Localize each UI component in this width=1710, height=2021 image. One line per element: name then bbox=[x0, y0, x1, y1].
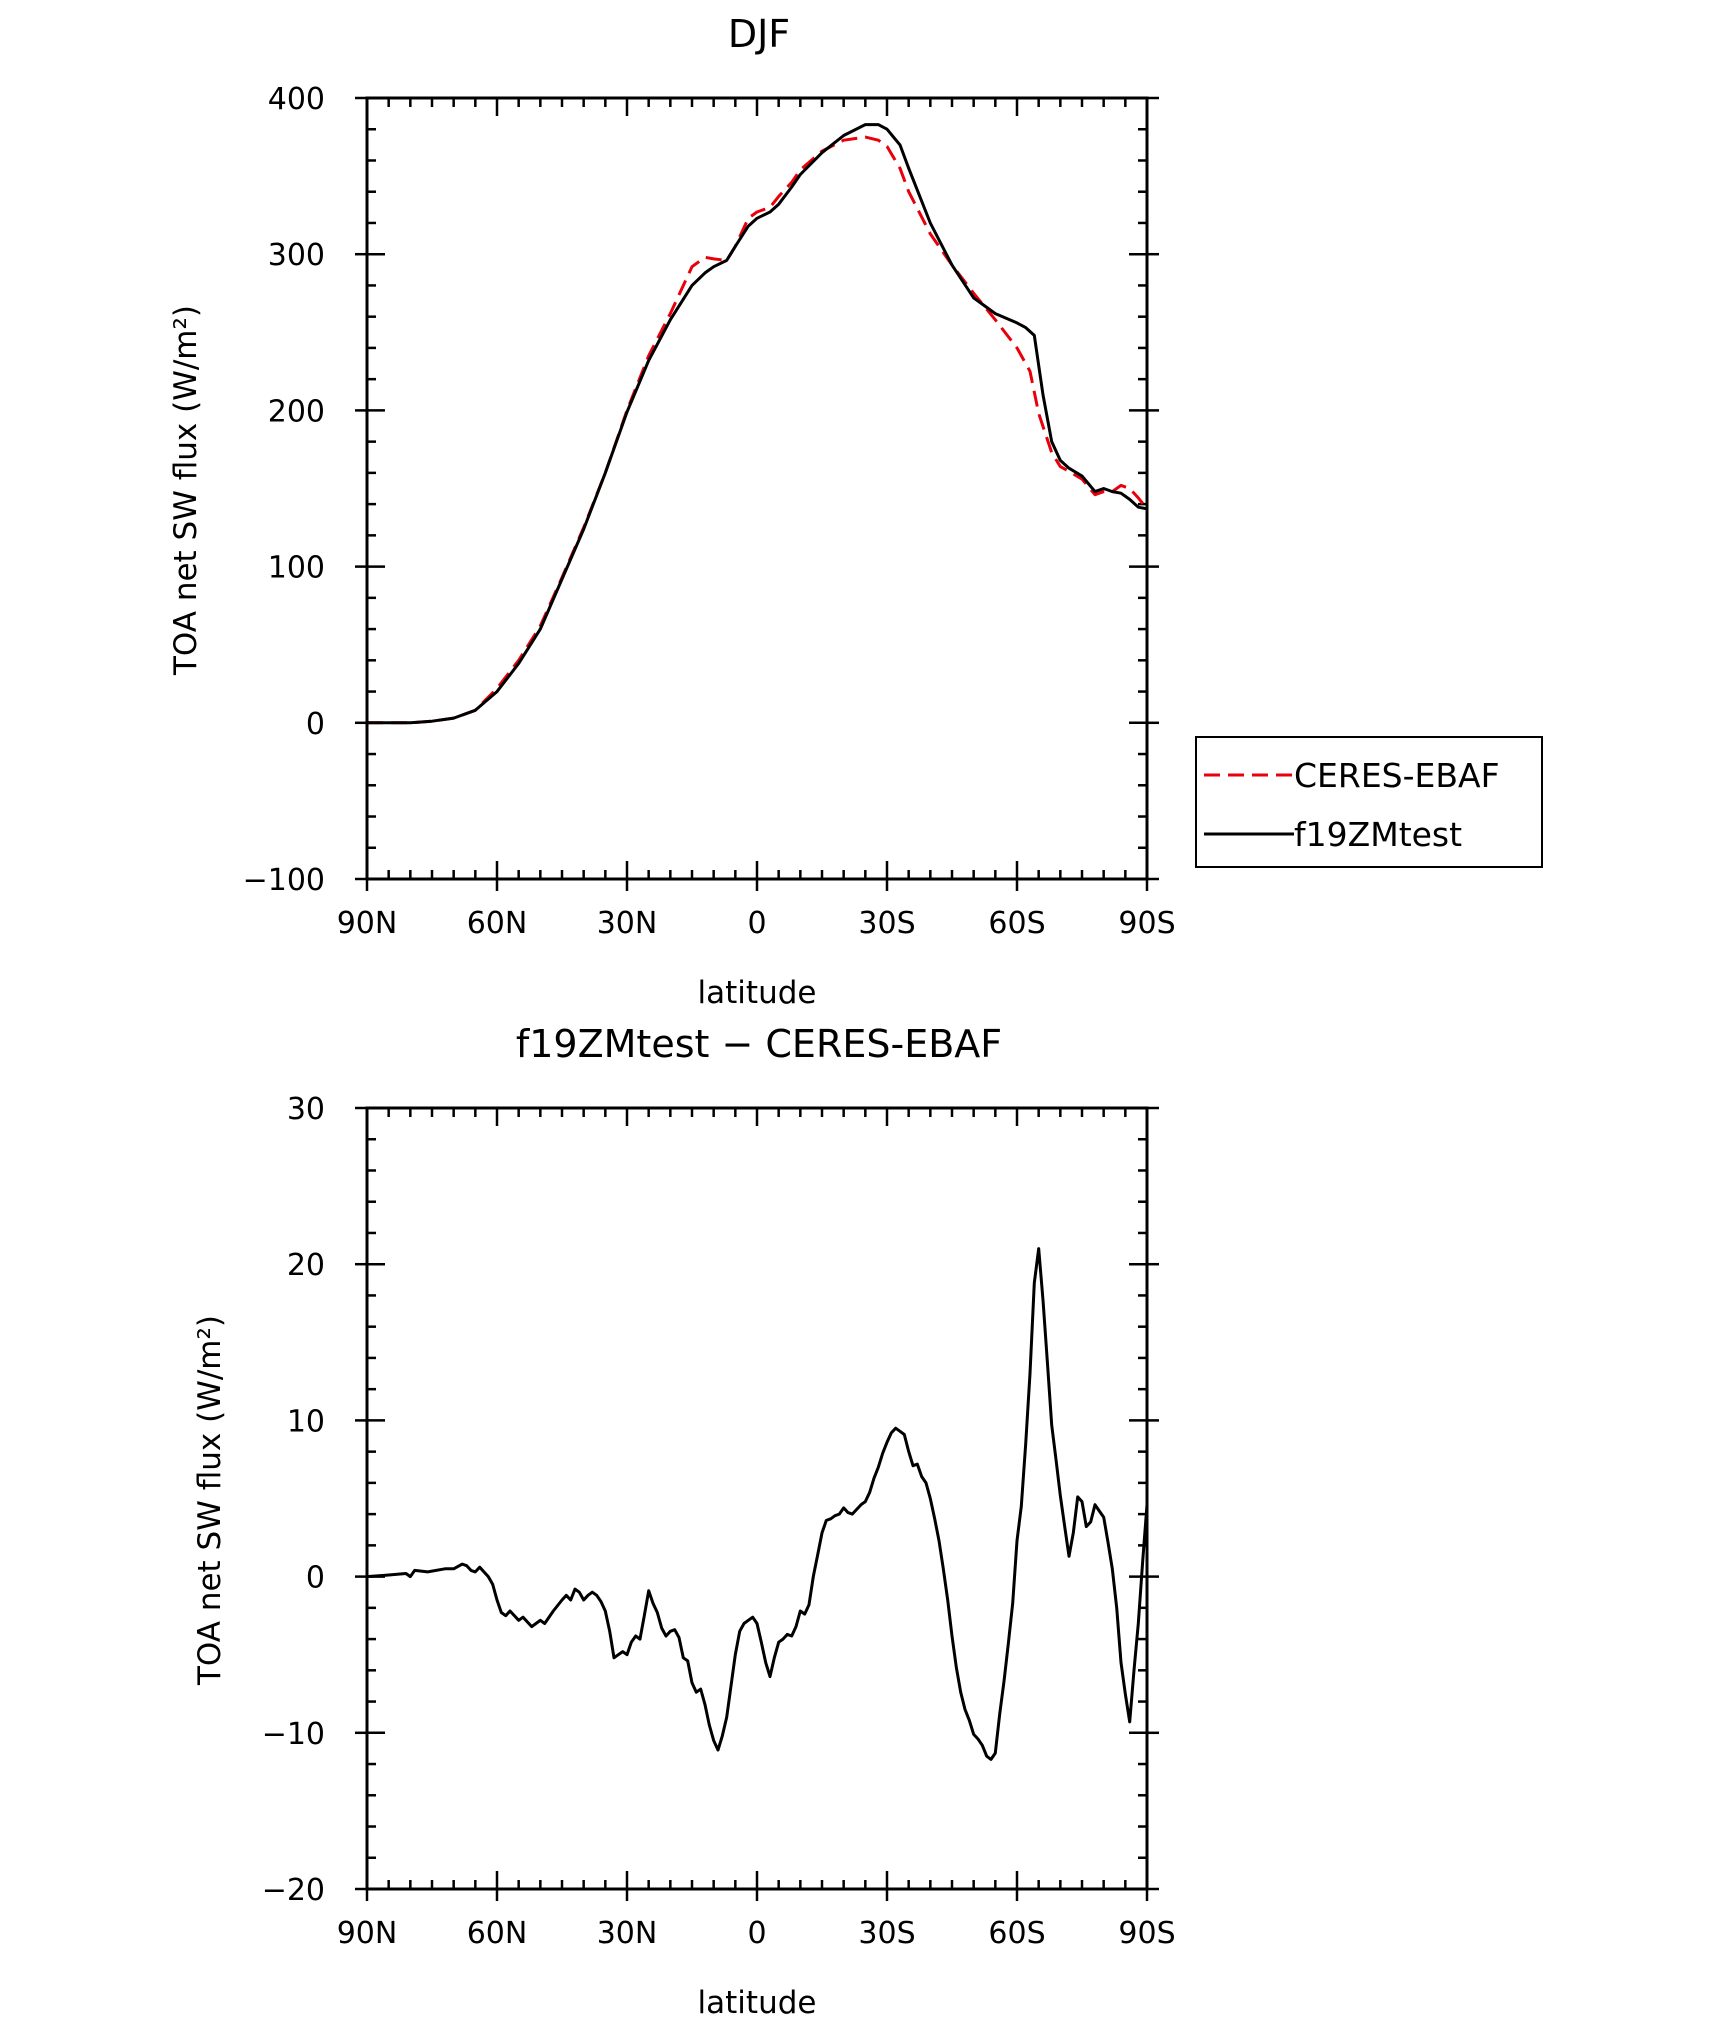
x-tick-label: 60S bbox=[988, 906, 1045, 941]
bottom-panel-tick-labels: 90N 60N 30N 0 30S 60S 90S −20 −10 0 10 20 30 bbox=[262, 1092, 1176, 1951]
y-tick-label: 10 bbox=[287, 1404, 325, 1439]
legend-box bbox=[1195, 736, 1543, 868]
top-panel-title: DJF bbox=[728, 12, 790, 56]
y-tick-label: 300 bbox=[268, 238, 325, 273]
series-line-f19zmtest bbox=[365, 123, 1149, 725]
y-tick-label: 30 bbox=[287, 1092, 325, 1127]
bottom-panel-ticks bbox=[355, 1106, 1159, 1901]
x-tick-label: 60N bbox=[467, 1916, 528, 1951]
top-panel-ylabel: TOA net SW flux (W/m²) bbox=[168, 305, 204, 676]
x-tick-label: 0 bbox=[747, 906, 766, 941]
x-tick-label: 30S bbox=[858, 906, 915, 941]
bottom-panel-title: f19ZMtest − CERES-EBAF bbox=[516, 1022, 1002, 1066]
y-tick-label: −20 bbox=[262, 1873, 325, 1908]
bottom-panel-xlabel: latitude bbox=[698, 1985, 817, 2021]
x-tick-label: 30N bbox=[597, 1916, 658, 1951]
x-tick-label: 30S bbox=[858, 1916, 915, 1951]
top-panel-frame bbox=[365, 96, 1149, 881]
y-tick-label: 20 bbox=[287, 1248, 325, 1283]
x-tick-label: 90S bbox=[1118, 1916, 1175, 1951]
bottom-panel: f19ZMtest − CERES-EBAF 90N 60N 30N 0 30S 60S 9… bbox=[192, 1022, 1176, 2021]
top-panel-tick-labels: 90N 60N 30N 0 30S 60S 90S −100 0 100 200 300 400 bbox=[243, 82, 1176, 941]
bottom-panel-frame bbox=[365, 1106, 1149, 1891]
x-tick-label: 30N bbox=[597, 906, 658, 941]
y-tick-label: −100 bbox=[243, 863, 325, 898]
top-panel-series bbox=[365, 123, 1149, 725]
legend-label-f19zmtest: f19ZMtest bbox=[1294, 815, 1462, 854]
x-tick-label: 90N bbox=[337, 1916, 398, 1951]
legend: CERES-EBAF f19ZMtest bbox=[1195, 736, 1543, 868]
series-line-difference bbox=[365, 1247, 1149, 1761]
y-tick-label: 0 bbox=[306, 1561, 325, 1596]
y-tick-label: 200 bbox=[268, 394, 325, 429]
top-panel-xlabel: latitude bbox=[698, 975, 817, 1011]
x-tick-label: 0 bbox=[747, 1916, 766, 1951]
bottom-panel-ylabel: TOA net SW flux (W/m²) bbox=[192, 1315, 228, 1686]
legend-label-ceres-ebaf: CERES-EBAF bbox=[1294, 756, 1500, 795]
bottom-panel-series bbox=[365, 1247, 1149, 1761]
x-tick-label: 60N bbox=[467, 906, 528, 941]
y-tick-label: −10 bbox=[262, 1717, 325, 1752]
top-panel: DJF 90N 60N 30N 0 30S 60S 90S −100 0 100 200 300 400… bbox=[168, 12, 1543, 1011]
y-tick-label: 0 bbox=[306, 707, 325, 742]
y-tick-label: 400 bbox=[268, 82, 325, 117]
x-tick-label: 90S bbox=[1118, 906, 1175, 941]
x-tick-label: 60S bbox=[988, 1916, 1045, 1951]
series-line-ceres-ebaf bbox=[367, 135, 1149, 725]
y-tick-label: 100 bbox=[268, 551, 325, 586]
x-tick-label: 90N bbox=[337, 906, 398, 941]
